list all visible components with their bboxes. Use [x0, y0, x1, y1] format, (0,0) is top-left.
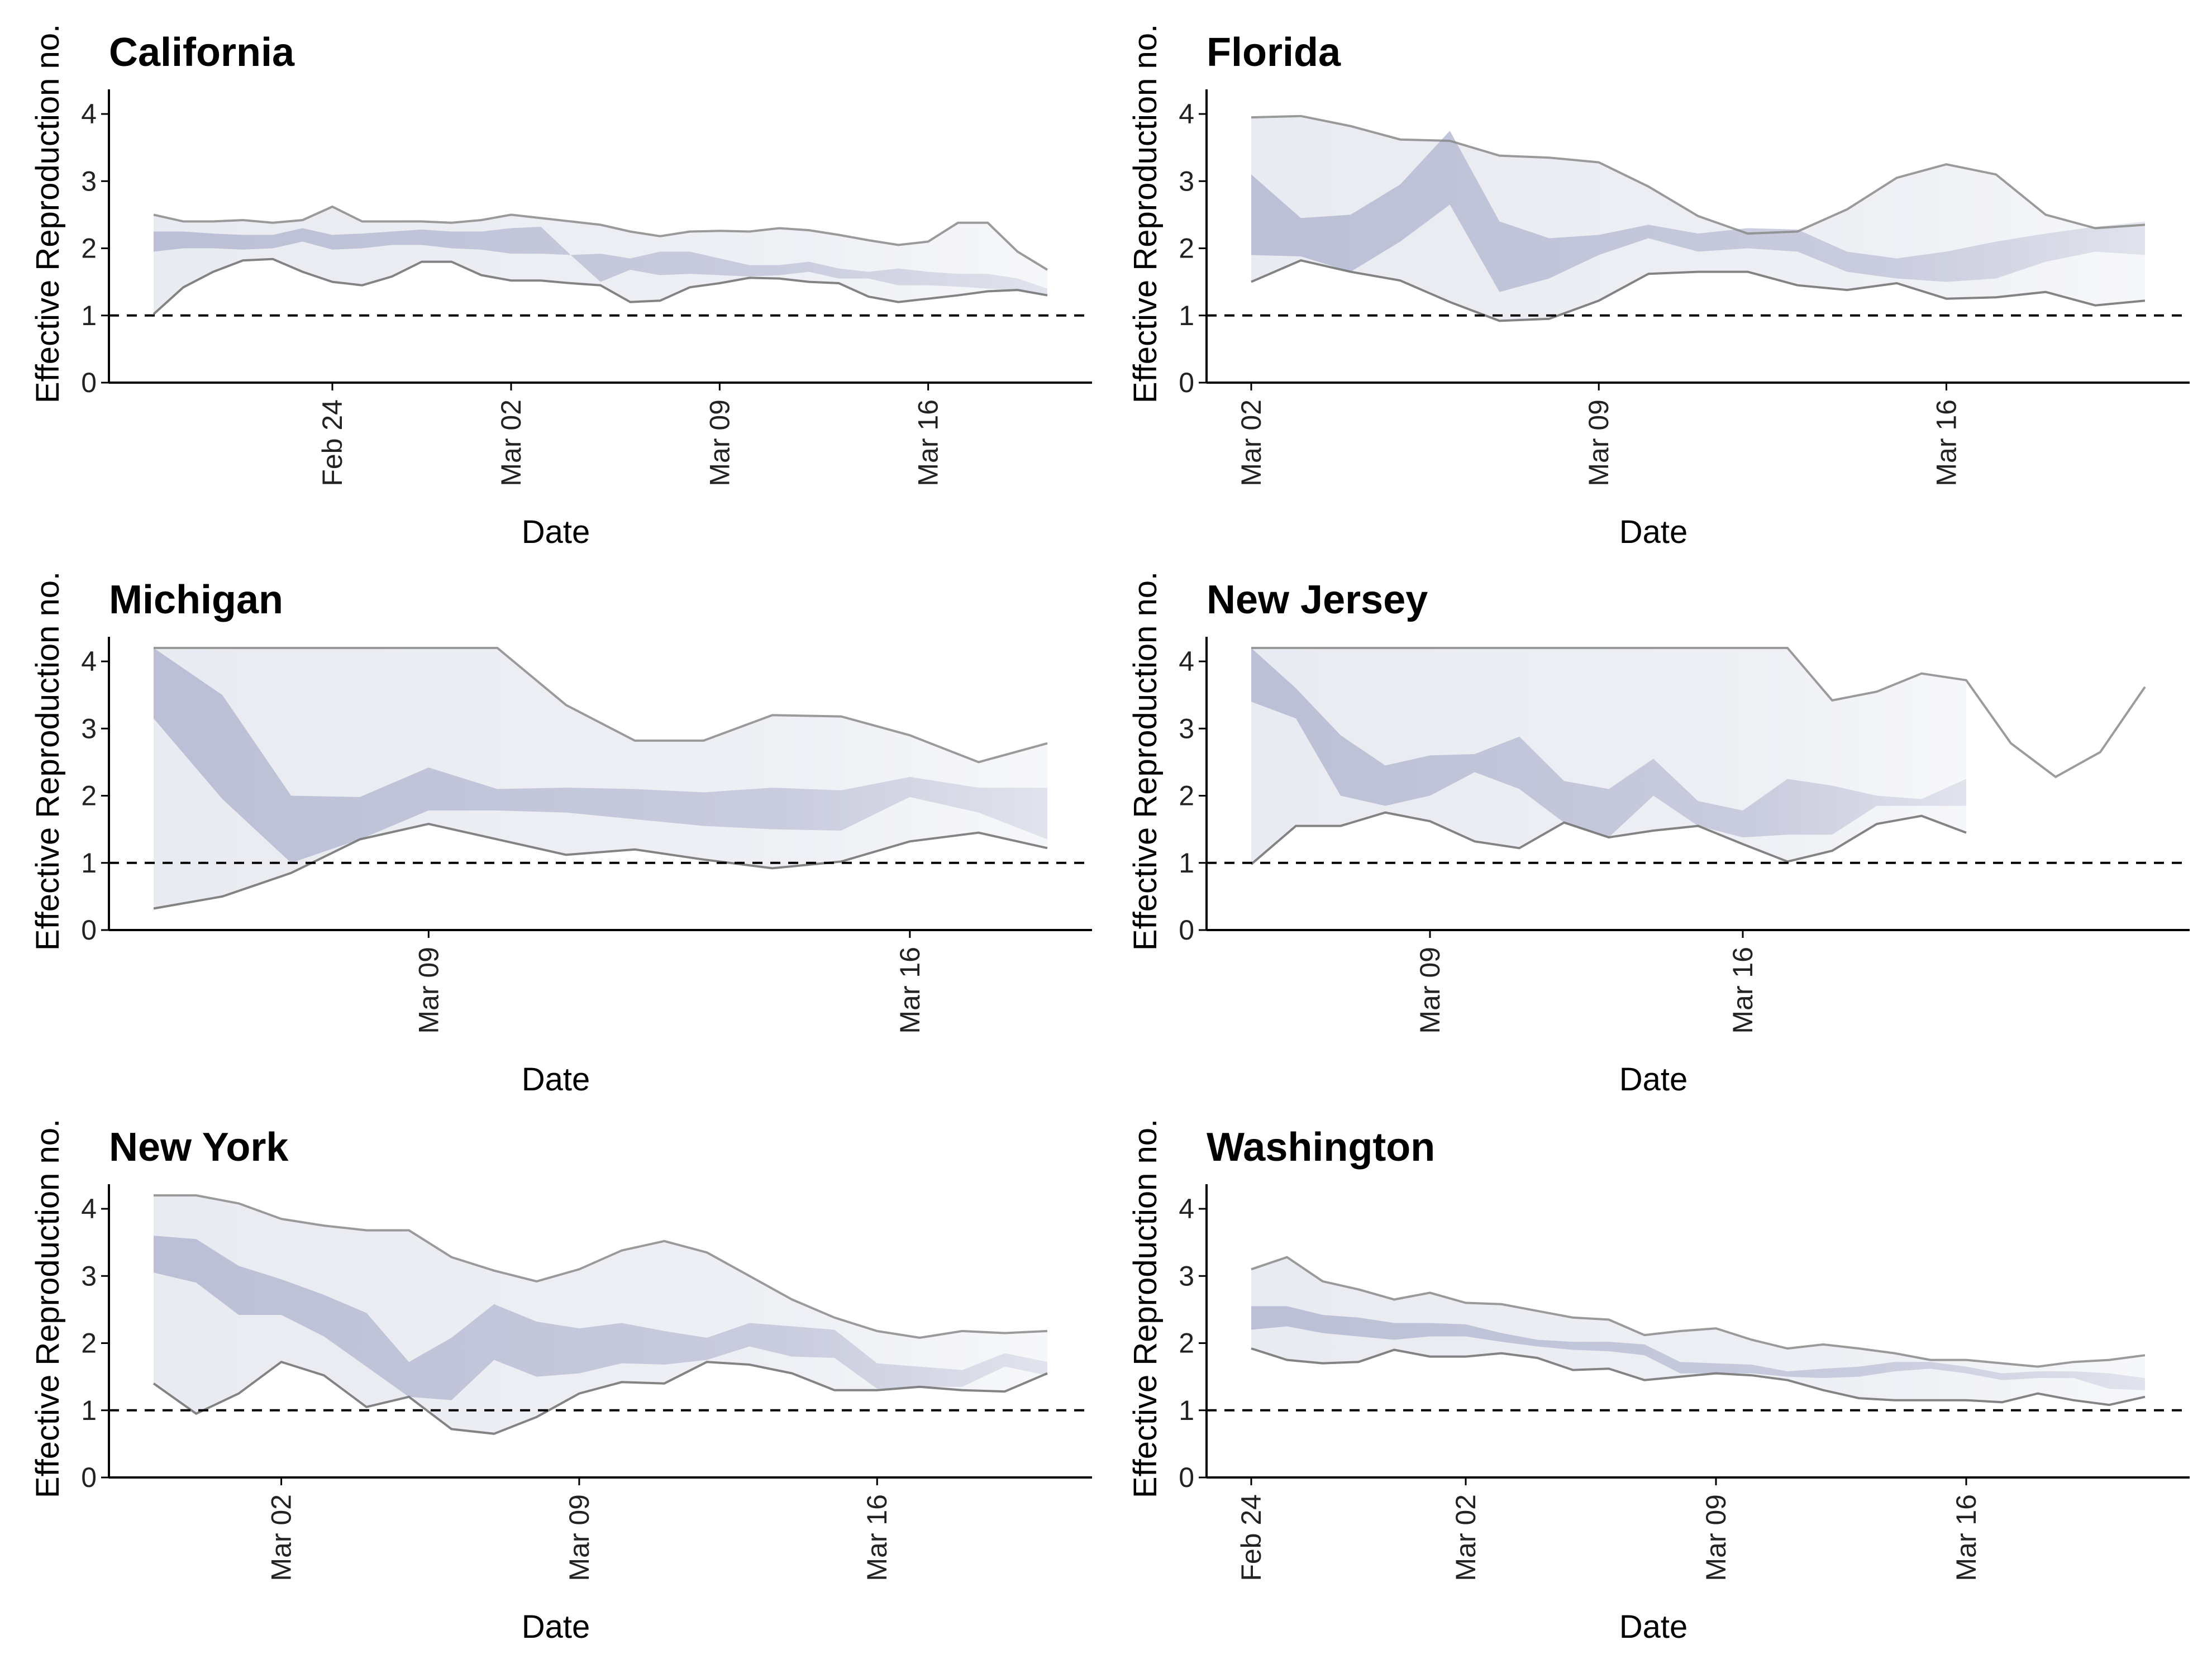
y-tick-label: 3 — [81, 713, 97, 744]
y-tick-label: 2 — [81, 1328, 97, 1359]
x-axis-label: Date — [522, 514, 590, 550]
x-tick-label: Mar 09 — [1583, 399, 1614, 487]
x-tick-label: Mar 09 — [1414, 947, 1446, 1034]
y-tick-label: 1 — [1179, 300, 1194, 331]
x-axis-label: Date — [1619, 514, 1688, 550]
panel-title: Washington — [1207, 1125, 1435, 1170]
inner-credible-band — [1251, 648, 1966, 838]
y-tick-label: 4 — [81, 1193, 97, 1224]
lower-bound-line — [1251, 259, 2146, 322]
y-tick-label: 3 — [81, 1260, 97, 1291]
y-tick-label: 0 — [1179, 1462, 1194, 1493]
panel-florida: 0 1 2 3 4 Mar 02 Mar 09 Mar 16 Florida Date Effect… — [1127, 24, 2190, 550]
y-axis-label: Effective Reproduction no. — [1127, 571, 1164, 951]
panel-new-york: 0 1 2 3 4 Mar 02 Mar 09 Mar 16 New York Date Effec… — [30, 1119, 1092, 1645]
inner-credible-band — [1251, 131, 2145, 292]
y-tick-label: 1 — [81, 847, 97, 879]
upper-bound-line — [154, 647, 1048, 764]
y-tick-label: 0 — [81, 914, 97, 946]
x-axis-label: Date — [1619, 1061, 1688, 1098]
y-tick-label: 1 — [81, 1395, 97, 1426]
y-tick-label: 4 — [1179, 646, 1194, 677]
panel-title: California — [109, 30, 295, 75]
upper-bound-line — [1251, 115, 2146, 235]
panel-title: New Jersey — [1207, 578, 1428, 622]
y-tick-label: 2 — [81, 233, 97, 264]
panel-title: New York — [109, 1125, 289, 1170]
inner-credible-band — [1251, 1306, 2145, 1390]
y-tick-label: 0 — [81, 367, 97, 398]
panel-title: Michigan — [109, 578, 283, 622]
y-axis-label: Effective Reproduction no. — [1127, 24, 1164, 403]
panel-california: 0 1 2 3 4 Feb 24 Mar 02 Mar 09 Mar 16 California D… — [30, 24, 1092, 550]
y-tick-label: 0 — [81, 1462, 97, 1493]
upper-bound-line — [154, 1194, 1048, 1339]
lower-bound-line — [1250, 811, 1967, 865]
x-tick-label: Mar 16 — [1727, 947, 1758, 1034]
y-axis-label: Effective Reproduction no. — [30, 571, 66, 951]
panel-title: Florida — [1207, 30, 1341, 75]
inner-credible-band — [154, 1236, 1047, 1400]
y-tick-label: 4 — [81, 646, 97, 677]
y-tick-label: 1 — [1179, 847, 1194, 879]
inner-credible-band — [154, 227, 1047, 295]
y-tick-label: 2 — [1179, 233, 1194, 264]
y-tick-label: 2 — [81, 780, 97, 812]
x-tick-label: Mar 16 — [894, 947, 926, 1034]
y-tick-label: 3 — [1179, 1260, 1194, 1291]
x-axis-label: Date — [522, 1061, 590, 1098]
x-tick-label: Mar 16 — [1951, 1494, 1982, 1581]
y-axis-label: Effective Reproduction no. — [30, 1119, 66, 1498]
x-tick-label: Mar 16 — [1930, 399, 1962, 487]
y-tick-label: 4 — [1179, 1193, 1194, 1224]
upper-bound-line — [1251, 647, 2146, 779]
y-tick-label: 3 — [81, 165, 97, 197]
x-tick-label: Feb 24 — [1236, 1494, 1267, 1581]
y-axis-label: Effective Reproduction no. — [1127, 1119, 1164, 1498]
x-axis-label: Date — [1619, 1609, 1688, 1645]
x-tick-label: Mar 16 — [913, 399, 944, 487]
panel-michigan: 0 1 2 3 4 Mar 09 Mar 16 Michigan Date Effective R… — [30, 571, 1092, 1098]
lower-bound-line — [152, 1360, 1048, 1435]
y-tick-label: 4 — [1179, 98, 1194, 130]
panel-washington: 0 1 2 3 4 Feb 24 Mar 02 Mar 09 Mar 16 Washington D… — [1127, 1119, 2190, 1645]
upper-bound-line — [1251, 1256, 2146, 1368]
x-tick-label: Mar 09 — [564, 1494, 595, 1581]
x-tick-label: Mar 09 — [413, 947, 444, 1034]
y-tick-label: 1 — [81, 300, 97, 331]
x-tick-label: Mar 02 — [1450, 1494, 1481, 1581]
y-tick-label: 3 — [1179, 713, 1194, 744]
upper-bound-line — [153, 205, 1048, 271]
y-tick-label: 1 — [1179, 1395, 1194, 1426]
lower-bound-line — [1251, 1347, 2146, 1407]
panel-new-jersey: 0 1 2 3 4 Mar 09 Mar 16 New Jersey Date Effective… — [1127, 571, 2190, 1098]
x-tick-label: Feb 24 — [317, 399, 348, 487]
lower-bound-line — [152, 258, 1048, 315]
y-tick-label: 4 — [81, 98, 97, 130]
lower-bound-line — [153, 822, 1048, 910]
y-axis-label: Effective Reproduction no. — [30, 24, 66, 403]
y-tick-label: 3 — [1179, 165, 1194, 197]
y-tick-label: 2 — [1179, 1328, 1194, 1359]
x-tick-label: Mar 09 — [704, 399, 735, 487]
outer-credible-band — [154, 648, 1047, 909]
x-axis-label: Date — [522, 1609, 590, 1645]
x-tick-label: Mar 09 — [1700, 1494, 1732, 1581]
y-tick-label: 0 — [1179, 914, 1194, 946]
x-tick-label: Mar 02 — [266, 1494, 297, 1581]
x-tick-label: Mar 02 — [1236, 399, 1267, 487]
x-tick-label: Mar 02 — [495, 399, 527, 487]
y-tick-label: 2 — [1179, 780, 1194, 812]
y-tick-label: 0 — [1179, 367, 1194, 398]
x-tick-label: Mar 16 — [861, 1494, 893, 1581]
inner-credible-band — [154, 648, 1047, 863]
